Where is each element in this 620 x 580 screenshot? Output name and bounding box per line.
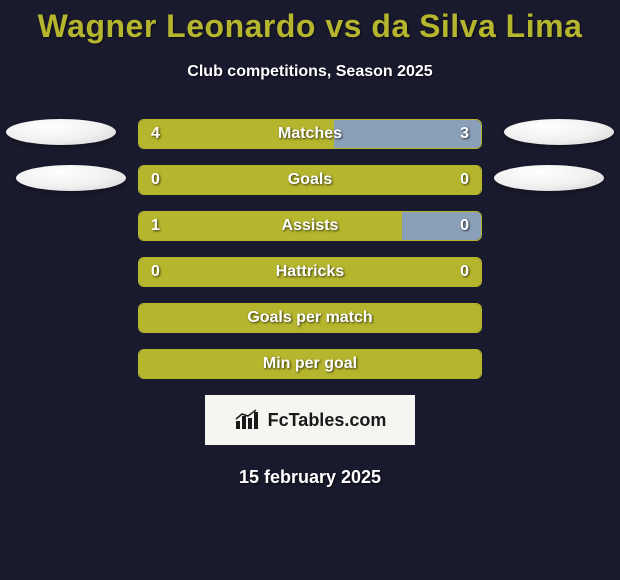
stat-bar: Goals0 0 <box>138 165 482 195</box>
stat-bar-label: Assists <box>139 212 481 240</box>
comparison-infographic: Wagner Leonardo vs da Silva Lima Club co… <box>0 0 620 488</box>
stat-bar: Min per goal <box>138 349 482 379</box>
brand-text: FcTables.com <box>268 410 387 431</box>
player-avatar-left-2 <box>16 165 126 191</box>
stat-bar-label: Matches <box>139 120 481 148</box>
brand-box: FcTables.com <box>205 395 415 445</box>
stat-bar-right-value: 0 <box>460 258 469 286</box>
stat-bars: Matches43Goals00Assists10Hattricks00Goal… <box>138 119 482 379</box>
brand-chart-icon <box>234 409 262 431</box>
stat-bar-label: Hattricks <box>139 258 481 286</box>
stat-bar-label: Min per goal <box>139 350 481 378</box>
stat-bar-left-value: 1 <box>151 212 160 240</box>
page-title: Wagner Leonardo vs da Silva Lima <box>0 8 620 45</box>
stat-bar-label: Goals per match <box>139 304 481 332</box>
player-avatar-right-2 <box>494 165 604 191</box>
stat-bar-left-value: 4 <box>151 120 160 148</box>
stat-bar: Assists1 0 <box>138 211 482 241</box>
stat-bar-label: Goals <box>139 166 481 194</box>
stat-bar: Hattricks0 0 <box>138 257 482 287</box>
stat-bar-left-value: 0 <box>151 258 160 286</box>
stat-bar-right-value: 0 <box>460 166 469 194</box>
stat-bar: Matches4 3 <box>138 119 482 149</box>
stat-bar-left-value: 0 <box>151 166 160 194</box>
stat-bar-right-value: 0 <box>460 212 469 240</box>
stat-bar-right-value: 3 <box>460 120 469 148</box>
subtitle: Club competitions, Season 2025 <box>0 63 620 81</box>
stat-bar: Goals per match <box>138 303 482 333</box>
player-avatar-left-1 <box>6 119 116 145</box>
date-text: 15 february 2025 <box>0 467 620 488</box>
player-avatar-right-1 <box>504 119 614 145</box>
stats-area: Matches43Goals00Assists10Hattricks00Goal… <box>0 119 620 379</box>
